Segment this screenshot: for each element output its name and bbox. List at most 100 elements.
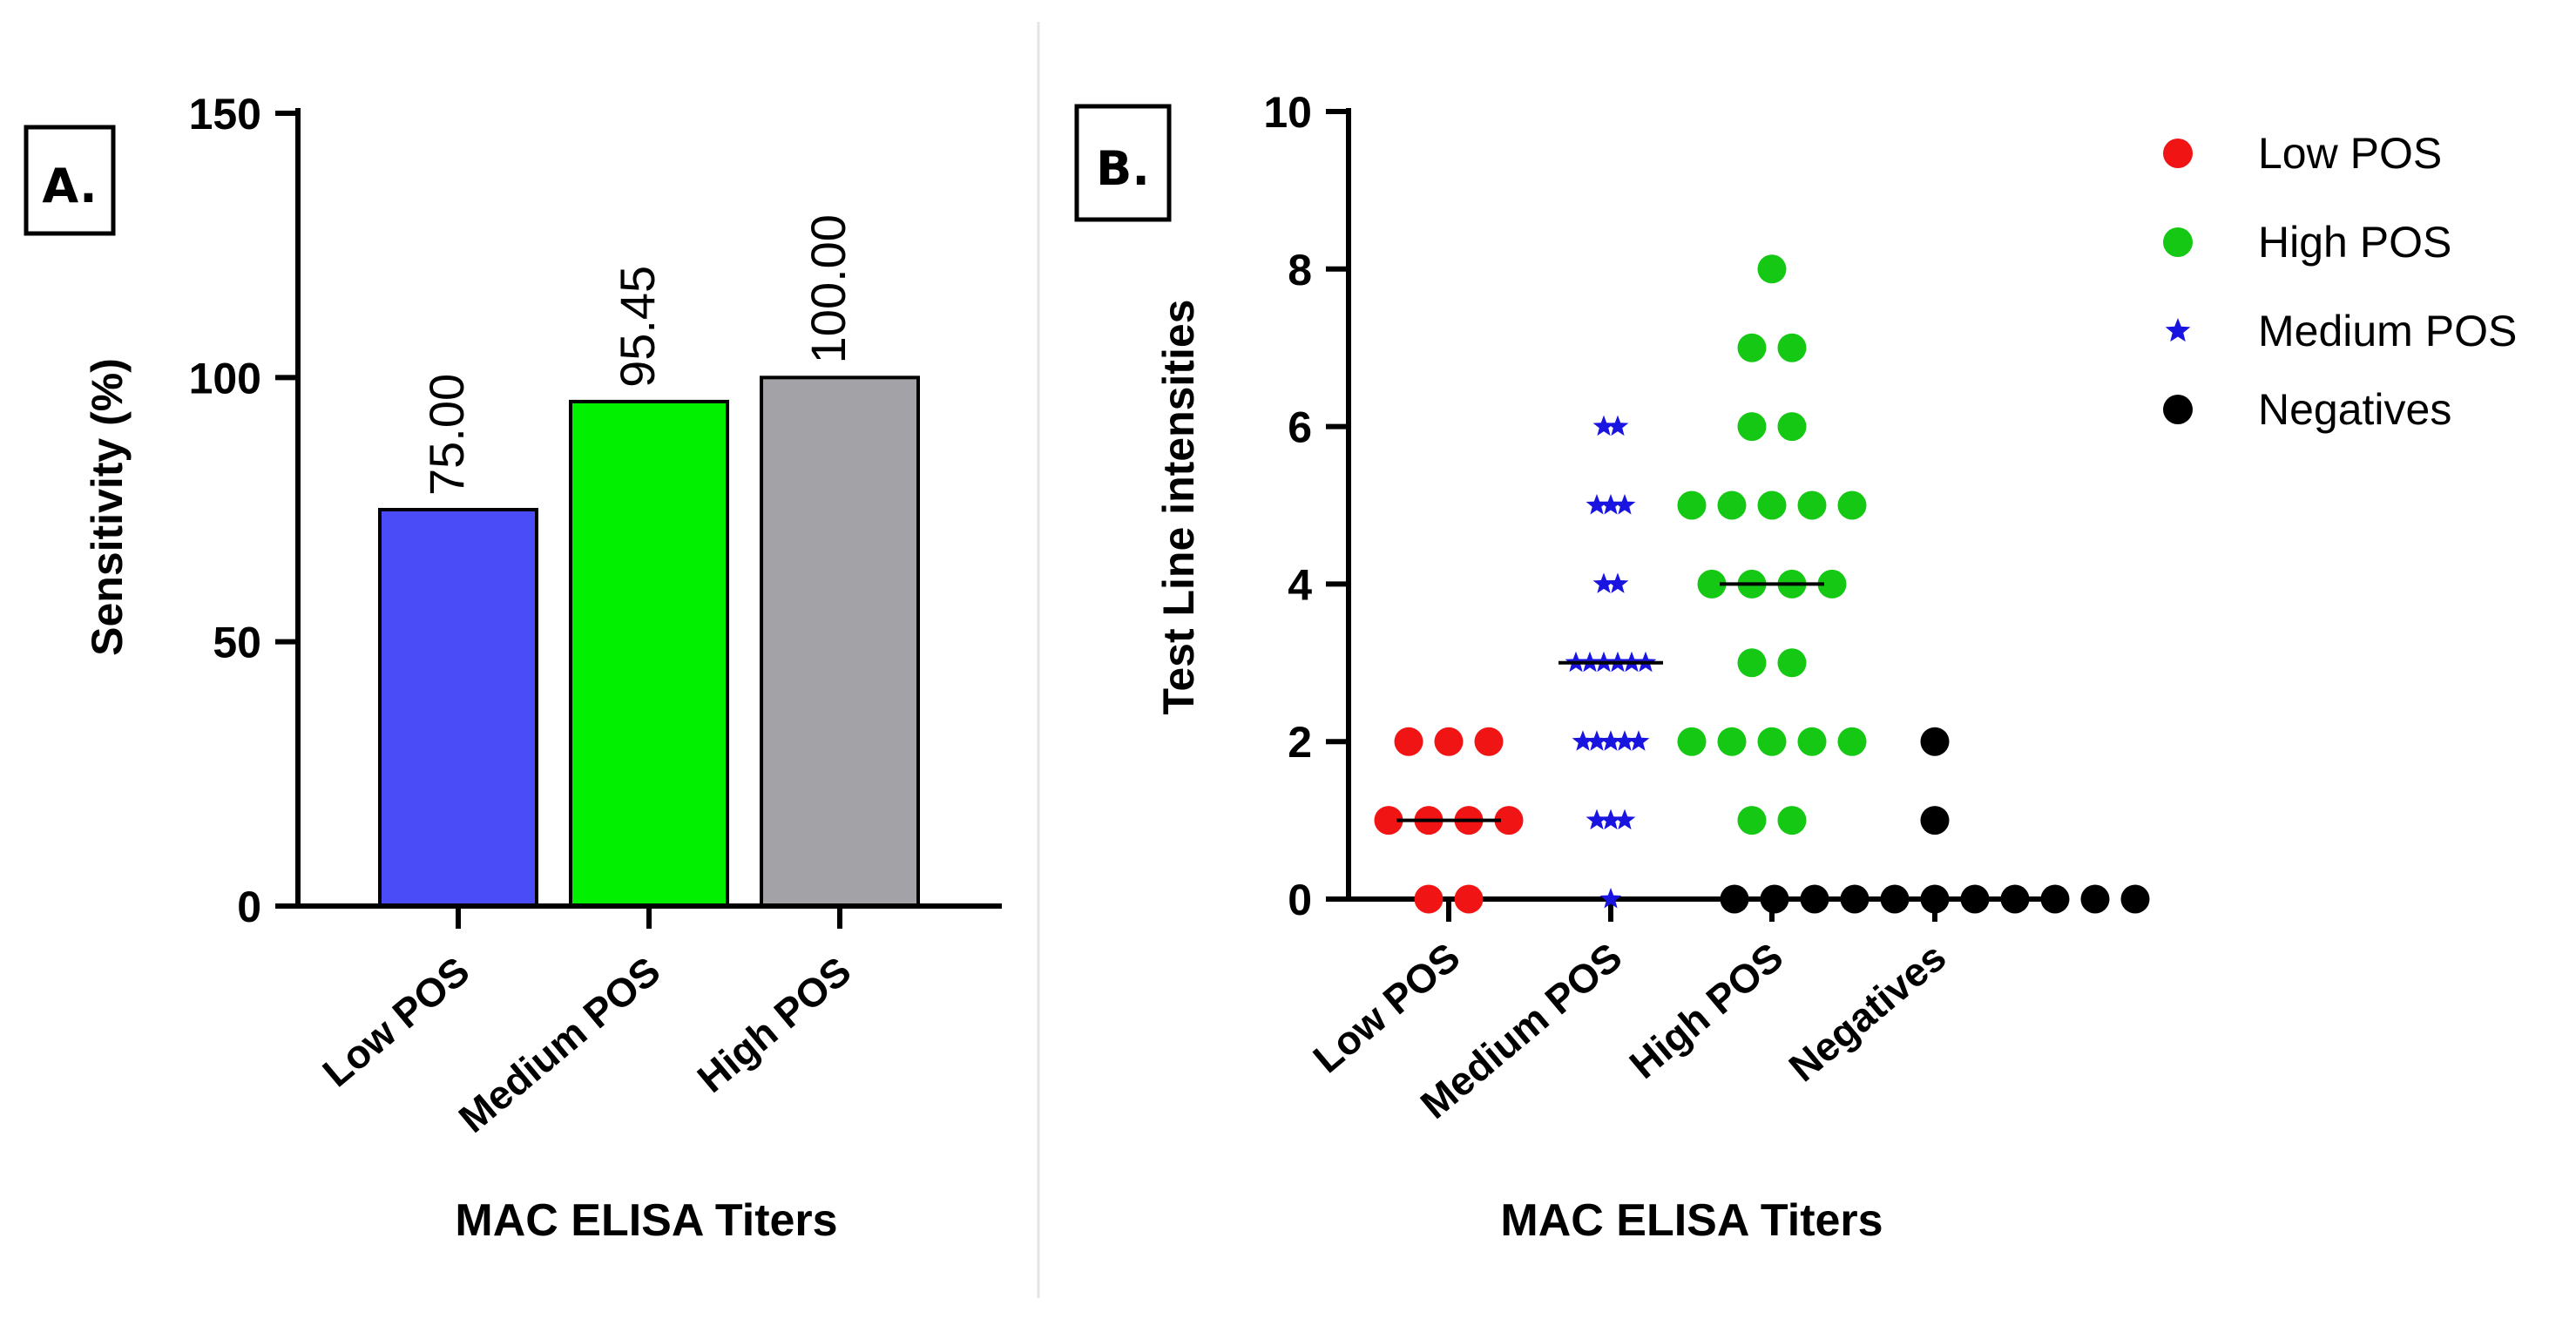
panel-b-x-tick-label: High POS [1621,934,1792,1087]
panel-b-y-tick-label: 8 [1288,246,1312,294]
point-negatives [1800,884,1829,914]
point-medium-pos [1592,572,1615,593]
point-high-pos [1737,648,1767,678]
legend-marker-medium-pos [2165,318,2191,342]
point-negatives [2080,884,2110,914]
legend-label-high-pos: High POS [2258,218,2451,267]
point-medium-pos [1613,808,1636,830]
point-negatives [1920,806,1950,835]
point-high-pos [1797,727,1827,756]
point-negatives [2120,884,2150,914]
bar-high-pos [760,375,920,909]
point-low-pos [1414,884,1444,914]
point-high-pos [1677,727,1707,756]
point-negatives [1840,884,1869,914]
panel-b-y-tick-label: 2 [1288,718,1312,767]
point-high-pos [1697,569,1727,599]
panel-a-y-tick-label: 150 [189,90,261,139]
panel-b-x-axis-title: MAC ELISA Titers [1500,1195,1883,1246]
panel-a-data-labels: 75.00 95.45 100.00 [419,214,855,496]
legend-label-medium-pos: Medium POS [2258,307,2517,355]
panel-a-x-axis-title: MAC ELISA Titers [455,1195,837,1246]
panel-b-legend: Low POS High POS Medium POS Negatives [2163,129,2517,434]
legend-label-negatives: Negatives [2258,385,2451,434]
point-medium-pos [1585,730,1608,751]
panel-b-label: B. [1096,141,1150,196]
point-negatives [2040,884,2070,914]
point-high-pos [1717,490,1747,520]
point-high-pos [1837,727,1867,756]
point-high-pos [1677,490,1707,520]
panel-a-y-ticks: 0 50 100 150 [189,90,298,931]
point-low-pos [1474,727,1504,756]
point-medium-pos [1599,494,1622,515]
panel-b-points [1374,254,2150,914]
point-medium-pos [1585,808,1608,830]
point-high-pos [1737,806,1767,835]
point-low-pos [1434,727,1464,756]
point-low-pos [1494,806,1524,835]
point-negatives [1720,884,1749,914]
point-high-pos [1757,727,1787,756]
point-medium-pos [1627,730,1650,751]
panel-a-x-tick-label: Low POS [314,948,477,1096]
panel-a-x-tick-label: High POS [689,948,860,1101]
legend-marker-high-pos [2163,227,2193,257]
point-medium-pos [1606,415,1629,436]
point-high-pos [1757,490,1787,520]
point-high-pos [1737,333,1767,362]
point-low-pos [1394,727,1423,756]
panel-b-x-tick-label: Negatives [1781,934,1955,1091]
panel-b-y-tick-label: 0 [1288,876,1312,924]
point-high-pos [1717,727,1747,756]
point-high-pos [1837,490,1867,520]
point-high-pos [1777,412,1807,442]
point-negatives [2000,884,2030,914]
point-medium-pos [1613,730,1636,751]
point-medium-pos [1599,888,1622,909]
panel-a-label-box [24,125,116,236]
legend-marker-negatives [2163,395,2193,424]
point-medium-pos [1613,494,1636,515]
point-high-pos [1777,806,1807,835]
panel-a-y-tick-label: 0 [237,883,261,931]
bar-data-label: 75.00 [419,374,474,496]
point-medium-pos [1599,808,1622,830]
legend-marker-low-pos [2163,139,2193,168]
point-negatives [1920,727,1950,756]
panel-b-y-tick-label: 6 [1288,403,1312,452]
point-low-pos [1374,806,1403,835]
point-negatives [1760,884,1789,914]
point-high-pos [1817,569,1847,599]
panel-a-x-tick-label: Medium POS [450,948,669,1141]
point-medium-pos [1572,730,1594,751]
panel-b-label-box [1074,104,1172,222]
bar-medium-pos [569,399,729,909]
legend-label-low-pos: Low POS [2258,129,2442,178]
point-high-pos [1737,412,1767,442]
panel-b-y-tick-label: 4 [1288,560,1312,609]
point-high-pos [1757,254,1787,284]
panel-a-y-axis-title: Sensitivity (%) [83,358,132,656]
panel-a-y-tick-label: 50 [213,619,261,667]
panel-a: A. 75.00 95.45 100.00 0 50 100 150 Low POSMed… [24,90,1002,1246]
bar-data-label: 100.00 [801,214,855,363]
bar-low-pos [378,508,538,908]
point-medium-pos [1606,572,1629,593]
panel-b-y-tick-label: 10 [1263,88,1312,137]
point-high-pos [1777,333,1807,362]
panel-a-y-tick-label: 100 [189,354,261,402]
bar-data-label: 95.45 [610,266,665,388]
panel-a-label: A. [42,159,97,213]
point-medium-pos [1592,415,1615,436]
point-medium-pos [1599,730,1622,751]
panel-b-y-axis-title: Test Line intensities [1154,300,1203,715]
point-low-pos [1454,884,1484,914]
panel-b-y-ticks: 0 2 4 6 8 10 [1263,88,1349,924]
point-high-pos [1777,648,1807,678]
point-medium-pos [1585,494,1608,515]
